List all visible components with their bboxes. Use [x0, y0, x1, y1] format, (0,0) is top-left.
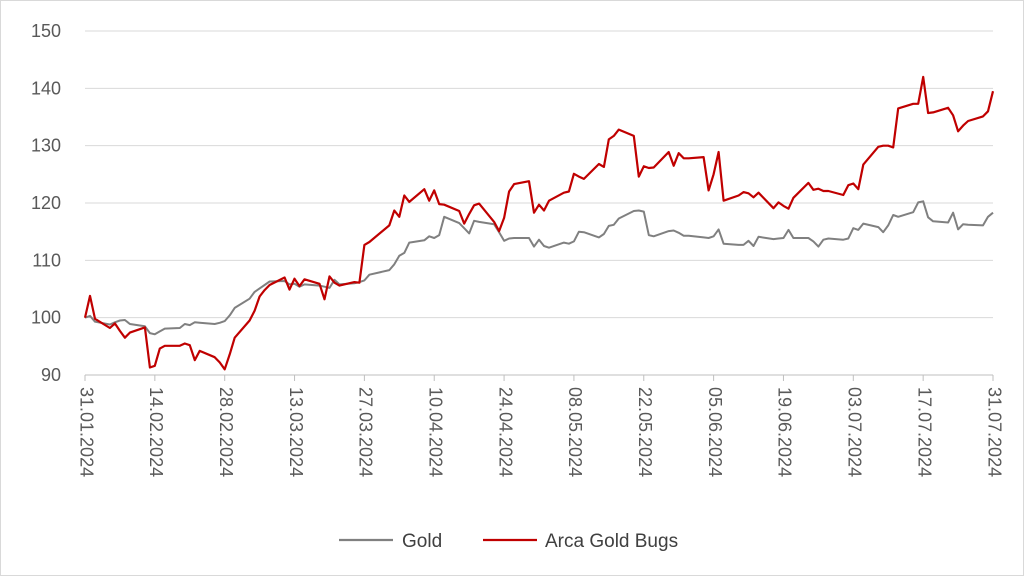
- series-line-arca-gold-bugs: [83, 75, 995, 371]
- legend-label-gold: Gold: [402, 531, 442, 552]
- x-tick-label: 27.03.2024: [356, 387, 376, 477]
- x-tick-label: 31.01.2024: [76, 387, 96, 477]
- y-tick-label: 150: [31, 21, 61, 41]
- x-tick-label: 08.05.2024: [565, 387, 585, 477]
- x-tick-label: 17.07.2024: [914, 387, 934, 477]
- legend-label-arca-gold-bugs: Arca Gold Bugs: [545, 531, 678, 552]
- series-line-gold: [84, 200, 994, 336]
- x-tick-label: 10.04.2024: [425, 387, 445, 477]
- x-tick-label: 13.03.2024: [286, 387, 306, 477]
- y-tick-label: 110: [32, 250, 61, 270]
- x-tick-label: 22.05.2024: [635, 387, 655, 477]
- x-tick-label: 24.04.2024: [495, 387, 515, 477]
- x-tick-label: 31.07.2024: [984, 387, 1004, 477]
- x-tick-label: 14.02.2024: [146, 387, 166, 477]
- x-tick-label: 28.02.2024: [216, 387, 236, 477]
- x-tick-label: 05.06.2024: [705, 387, 725, 477]
- x-tick-label: 19.06.2024: [775, 387, 795, 477]
- y-tick-label: 140: [31, 78, 61, 98]
- y-tick-label: 100: [31, 308, 61, 328]
- y-tick-label: 90: [41, 365, 61, 385]
- x-tick-label: 03.07.2024: [845, 387, 865, 477]
- y-tick-label: 130: [31, 136, 61, 156]
- y-tick-label: 120: [31, 193, 61, 213]
